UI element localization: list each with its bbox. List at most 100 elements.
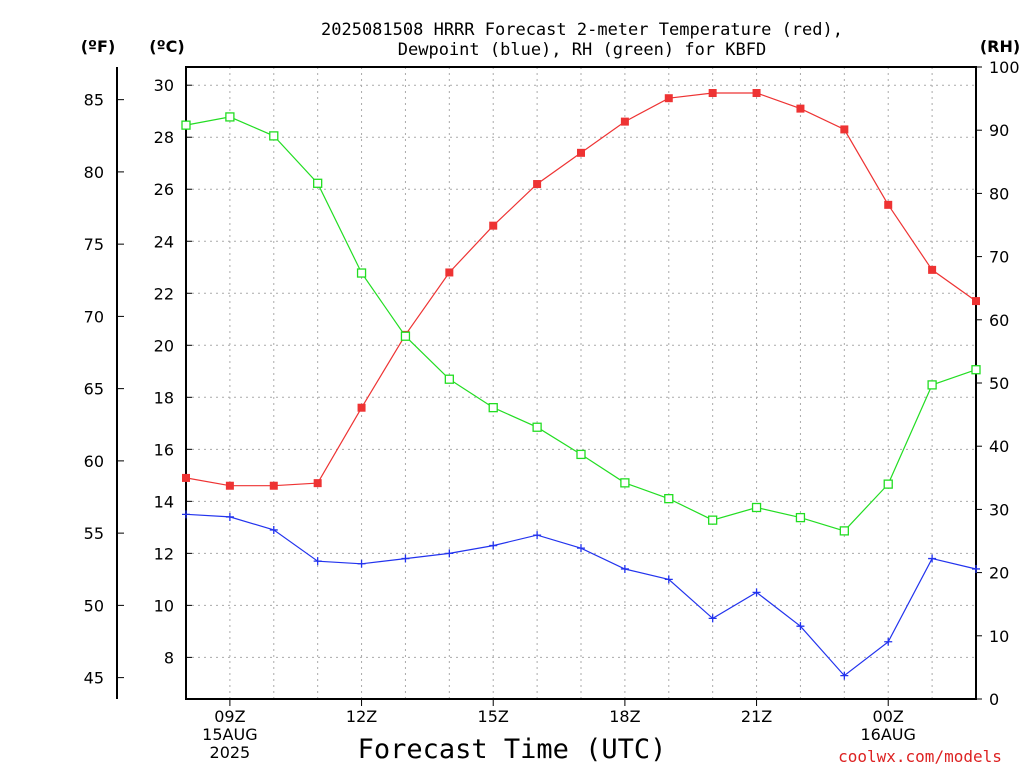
celsius-tick-label: 28 <box>154 128 174 147</box>
dewpoint-line <box>185 513 977 677</box>
dewpoint-point <box>182 510 190 519</box>
temperature-point <box>577 148 585 157</box>
rh-point <box>225 112 235 122</box>
rh-point <box>883 479 893 489</box>
celsius-tick-label: 8 <box>164 648 174 667</box>
x-tick-label: 15AUG <box>202 725 257 744</box>
dewpoint-point <box>445 549 454 558</box>
temperature-point <box>664 94 673 103</box>
rh-point <box>839 526 849 536</box>
celsius-tick-label: 24 <box>154 232 174 251</box>
rh-line <box>185 116 977 532</box>
rh-point <box>488 402 498 413</box>
x-tick-label: 21Z <box>741 707 772 726</box>
fahrenheit-tick-label: 85 <box>84 91 104 110</box>
rh-tick-label: 100 <box>989 58 1020 77</box>
celsius-unit-label: (ºC) <box>149 37 184 56</box>
rh-point <box>708 515 718 525</box>
dewpoint-point <box>269 525 278 534</box>
rh-tick-label: 30 <box>989 500 1009 519</box>
dewpoint-point <box>972 564 980 573</box>
rh-tick-label: 40 <box>989 437 1009 456</box>
celsius-tick-label: 26 <box>154 180 174 199</box>
temperature-point <box>708 89 717 98</box>
rh-tick-label: 20 <box>989 564 1009 583</box>
rh-point <box>971 365 981 375</box>
x-axis-label: Forecast Time (UTC) <box>358 734 667 765</box>
x-tick-label: 15Z <box>478 707 509 726</box>
x-tick-label: 00Z <box>873 707 904 726</box>
rh-point <box>356 268 367 278</box>
rh-tick-label: 10 <box>989 627 1009 646</box>
fahrenheit-unit-label: (ºF) <box>81 37 116 56</box>
rh-tick-label: 90 <box>989 121 1009 140</box>
celsius-tick-label: 10 <box>154 596 174 615</box>
x-tick-label: 09Z <box>214 707 245 726</box>
celsius-tick-label: 14 <box>154 492 174 511</box>
rh-point <box>795 512 806 523</box>
celsius-tick-label: 20 <box>154 336 174 355</box>
fahrenheit-tick-label: 70 <box>84 307 104 326</box>
rh-point <box>269 131 279 141</box>
fahrenheit-tick-label: 50 <box>84 596 104 615</box>
fahrenheit-tick-label: 55 <box>84 524 104 543</box>
temperature-point <box>752 89 761 98</box>
rh-point <box>664 494 674 504</box>
temperature-point <box>182 473 190 482</box>
rh-point <box>927 380 937 390</box>
dewpoint-point <box>840 671 849 680</box>
temperature-point <box>533 180 542 189</box>
temperature-point <box>313 479 322 488</box>
rh-point <box>576 449 586 460</box>
temperature-point <box>796 104 805 113</box>
dewpoint-point <box>664 575 673 584</box>
temperature-point <box>357 403 366 412</box>
x-tick-label: 12Z <box>346 707 377 726</box>
dewpoint-point <box>752 588 761 597</box>
dewpoint-point <box>620 564 629 573</box>
celsius-tick-label: 22 <box>154 284 174 303</box>
rh-tick-label: 60 <box>989 311 1009 330</box>
rh-point <box>181 120 191 130</box>
dewpoint-point <box>708 614 717 623</box>
dewpoint-point <box>796 622 805 631</box>
rh-tick-label: 70 <box>989 248 1009 267</box>
x-tick-label: 2025 <box>210 743 251 762</box>
fahrenheit-tick-label: 65 <box>84 380 104 399</box>
dewpoint-point <box>884 637 893 646</box>
temperature-point <box>884 200 893 209</box>
celsius-tick-label: 16 <box>154 440 174 459</box>
dewpoint-point <box>401 554 410 563</box>
dewpoint-point <box>928 554 937 563</box>
temperature-point <box>489 221 498 230</box>
rh-point <box>400 331 411 341</box>
dewpoint-point <box>225 512 234 521</box>
fahrenheit-tick-label: 80 <box>84 163 104 182</box>
chart-title-line2: Dewpoint (blue), RH (green) for KBFD <box>398 40 766 60</box>
celsius-tick-label: 12 <box>154 544 174 563</box>
rh-point <box>751 502 762 513</box>
rh-point <box>532 422 542 432</box>
x-tick-label: 16AUG <box>861 725 916 744</box>
credit-text: coolwx.com/models <box>838 747 1002 766</box>
temperature-point <box>972 297 980 306</box>
rh-tick-label: 50 <box>989 374 1009 393</box>
rh-tick-label: 80 <box>989 184 1009 203</box>
dewpoint-point <box>533 531 542 540</box>
plot-frame <box>185 66 977 700</box>
temperature-point <box>269 481 278 490</box>
temperature-point <box>445 268 454 277</box>
celsius-tick-label: 18 <box>154 388 174 407</box>
dewpoint-point <box>313 557 322 566</box>
rh-point <box>620 478 630 488</box>
chart-title-line1: 2025081508 HRRR Forecast 2-meter Tempera… <box>321 20 843 40</box>
temperature-point <box>225 481 234 490</box>
series <box>181 89 981 680</box>
grid-lines <box>186 67 976 699</box>
dewpoint-point <box>489 541 498 550</box>
celsius-tick-label: 30 <box>154 76 174 95</box>
temperature-point <box>620 117 629 126</box>
dewpoint-point <box>577 544 585 553</box>
